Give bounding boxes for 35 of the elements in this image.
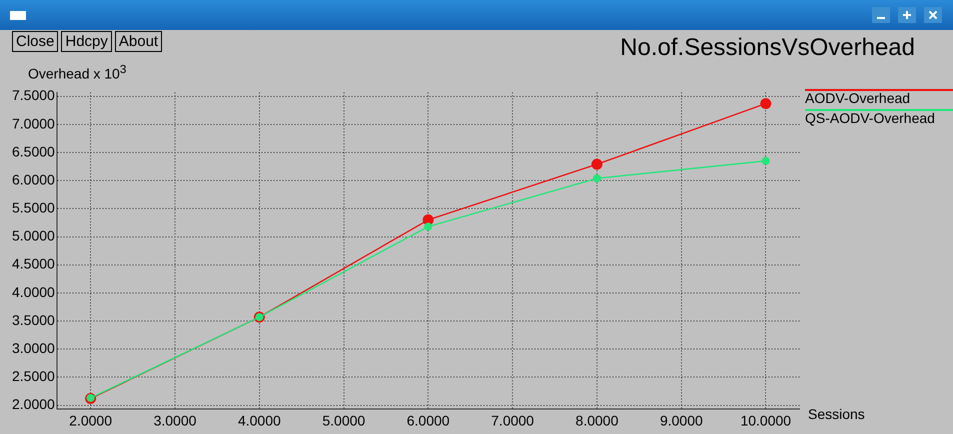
- x-tick-label: 9.0000: [660, 412, 703, 428]
- x-tick-label: 5.0000: [322, 412, 366, 428]
- y-tick-label: 5.5000: [12, 200, 56, 216]
- point: [592, 174, 601, 182]
- y-axis-title: Overhead x 10$^{3}$: [28, 63, 126, 82]
- x-tick-label: 8.0000: [576, 412, 619, 428]
- chart-title: No.of.SessionsVsOverhead: [620, 34, 915, 62]
- text: QS-AODV-Overhead: [805, 110, 935, 126]
- y-tick-label: 4.0000: [12, 284, 56, 300]
- y-tick-label: 5.0000: [12, 228, 56, 244]
- x-tick-label: 4.0000: [238, 412, 281, 428]
- text: AODV-Overhead: [805, 90, 910, 106]
- point: [762, 156, 770, 165]
- y-tick-label: 6.5000: [12, 143, 56, 160]
- x-tick-label: 2.0000: [69, 412, 112, 428]
- y-tick-label: 3.0000: [12, 340, 56, 356]
- text: About: [114, 31, 162, 52]
- y-tick-label: 6.0000: [12, 171, 56, 188]
- y-tick-label: 3.5000: [12, 312, 56, 328]
- y-tick-label: 2.5000: [12, 368, 56, 384]
- x-tick-label: 7.0000: [491, 412, 534, 428]
- x-tick-label: 10.0000: [740, 412, 792, 428]
- point: [86, 394, 95, 402]
- y-tick-label: 2.0000: [12, 396, 56, 412]
- y-tick-label: 7.5000: [12, 87, 56, 104]
- point: [760, 98, 772, 110]
- y-tick-label: 7.0000: [12, 115, 56, 132]
- point: [591, 158, 602, 170]
- x-tick-label: 6.0000: [406, 412, 450, 428]
- text: Hdcpy: [61, 31, 112, 52]
- y-tick-label: 4.5000: [12, 256, 56, 272]
- x-tick-label: 3.0000: [154, 412, 197, 428]
- point: [424, 222, 432, 231]
- text: Close: [12, 31, 58, 52]
- x-axis-title: Sessions: [808, 406, 865, 422]
